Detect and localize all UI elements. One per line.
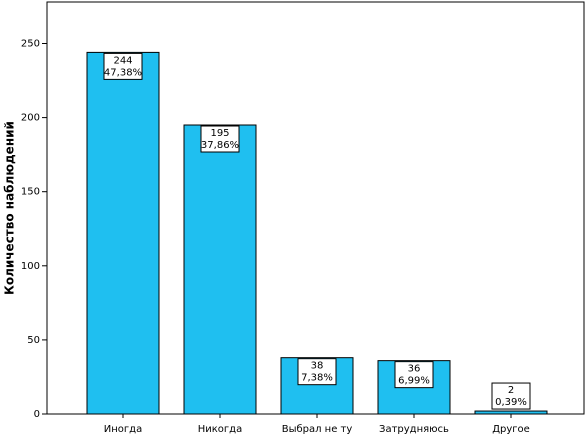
data-label: 244: [113, 55, 132, 66]
x-tick-label: Выбрал не ту: [282, 424, 353, 434]
data-label-box: [491, 382, 531, 410]
y-tick-label: 250: [21, 38, 40, 49]
data-label-box: [200, 125, 240, 153]
x-tick-label: Другое: [492, 424, 530, 434]
percent-label: 7,38%: [301, 373, 333, 384]
bar: [86, 51, 160, 415]
percent-label: 0,39%: [495, 397, 527, 408]
data-label: 2: [508, 385, 514, 396]
x-tick-label: Иногда: [104, 424, 142, 434]
bar: [474, 410, 548, 415]
y-tick-label: 100: [21, 261, 40, 272]
x-tick-label: Никогда: [198, 424, 242, 434]
y-tick-label: 150: [21, 187, 40, 198]
data-label-box: [103, 52, 143, 80]
data-label: 38: [311, 361, 324, 372]
data-label-box: [394, 361, 434, 389]
bar: [183, 124, 257, 415]
data-label-box: [297, 358, 337, 386]
percent-label: 37,86%: [201, 140, 239, 151]
y-tick-label: 200: [21, 113, 40, 124]
data-label: 36: [408, 364, 421, 375]
percent-label: 47,38%: [104, 67, 142, 78]
y-axis-title: Количество наблюдений: [3, 121, 17, 295]
data-label: 195: [210, 128, 229, 139]
y-tick-label: 50: [27, 335, 40, 346]
x-tick-label: Затрудняюсь: [379, 424, 449, 434]
y-tick-label: 0: [34, 409, 40, 420]
percent-label: 6,99%: [398, 376, 430, 387]
